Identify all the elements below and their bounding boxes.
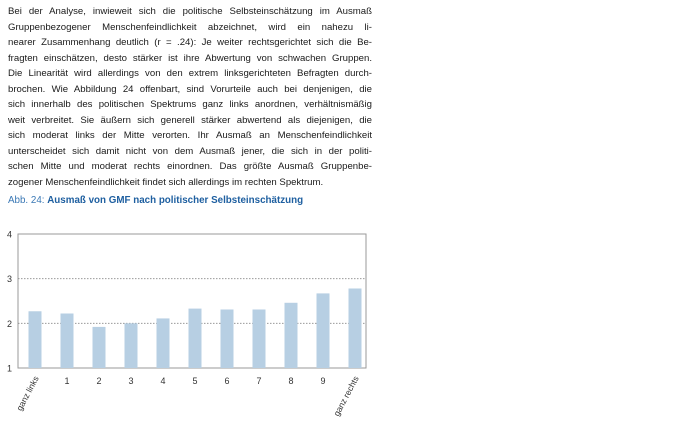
bar-1 xyxy=(60,313,74,368)
x-tick-label: 6 xyxy=(224,376,229,386)
gmf-bar-chart: 1 2 3 4 ganz links 1 2 3 4 5 6 7 8 9 ganz rechts xyxy=(0,222,380,430)
x-tick-label: 7 xyxy=(256,376,261,386)
paragraph-line: nearer Zusammenhang deutlich (r = .24): … xyxy=(8,37,372,48)
y-tick-label: 1 xyxy=(7,364,12,374)
x-tick-label: 4 xyxy=(160,376,165,386)
bar-5 xyxy=(188,308,202,368)
paragraph-line: zogener Menschenfeindlichkeit findet sic… xyxy=(8,176,324,188)
paragraph-line: sich moderat links der Mitte verorten. I… xyxy=(8,130,372,141)
bar-9 xyxy=(316,293,330,368)
paragraph-line: brochen. Wie Abbildung 24 offenbart, sin… xyxy=(8,83,372,95)
paragraph-line: Bei der Analyse, inwieweit sich die poli… xyxy=(8,6,372,17)
x-tick-label: 5 xyxy=(192,376,197,386)
paragraph-line: Die Linearität wird allerdings von den e… xyxy=(8,68,372,79)
figure-caption: Abb. 24: Ausmaß von GMF nach politischer… xyxy=(8,195,303,206)
bar-2 xyxy=(92,326,106,368)
paragraph-line: fragten einschätzen, desto stärker ist i… xyxy=(8,52,372,64)
paragraph-line: Gruppenbezogener Menschenfeindlichkeit a… xyxy=(8,21,372,33)
paragraph-line: sich innerhalb des politischen Spektrums… xyxy=(8,99,372,110)
bar-8 xyxy=(284,302,298,368)
paragraph-line: schen Mitte und moderat rechts einordnen… xyxy=(8,161,372,172)
figure-title: Ausmaß von GMF nach politischer Selbstei… xyxy=(47,195,304,206)
body-paragraph: Bei der Analyse, inwieweit sich die poli… xyxy=(8,4,372,190)
x-tick-label: 2 xyxy=(96,376,101,386)
bar-6 xyxy=(220,309,234,368)
x-tick-label: 9 xyxy=(320,376,325,386)
bar-7 xyxy=(252,309,266,368)
bar-0 xyxy=(28,311,42,368)
x-tick-label: 1 xyxy=(64,376,69,386)
paragraph-line: unterscheidet sich damit nicht von dem A… xyxy=(8,145,372,157)
x-tick-label: 3 xyxy=(128,376,133,386)
y-tick-label: 2 xyxy=(7,319,12,329)
y-tick-label: 3 xyxy=(7,274,12,284)
bar-4 xyxy=(156,318,170,368)
x-tick-label: ganz rechts xyxy=(331,374,360,418)
x-tick-label: ganz links xyxy=(14,374,41,412)
bar-3 xyxy=(124,323,138,368)
y-tick-label: 4 xyxy=(7,230,12,240)
paragraph-line: weit verbreitet. Sie äußern sich generel… xyxy=(8,114,372,126)
figure-number: Abb. 24: xyxy=(8,195,45,206)
bar-10 xyxy=(348,288,362,368)
x-tick-label: 8 xyxy=(288,376,293,386)
